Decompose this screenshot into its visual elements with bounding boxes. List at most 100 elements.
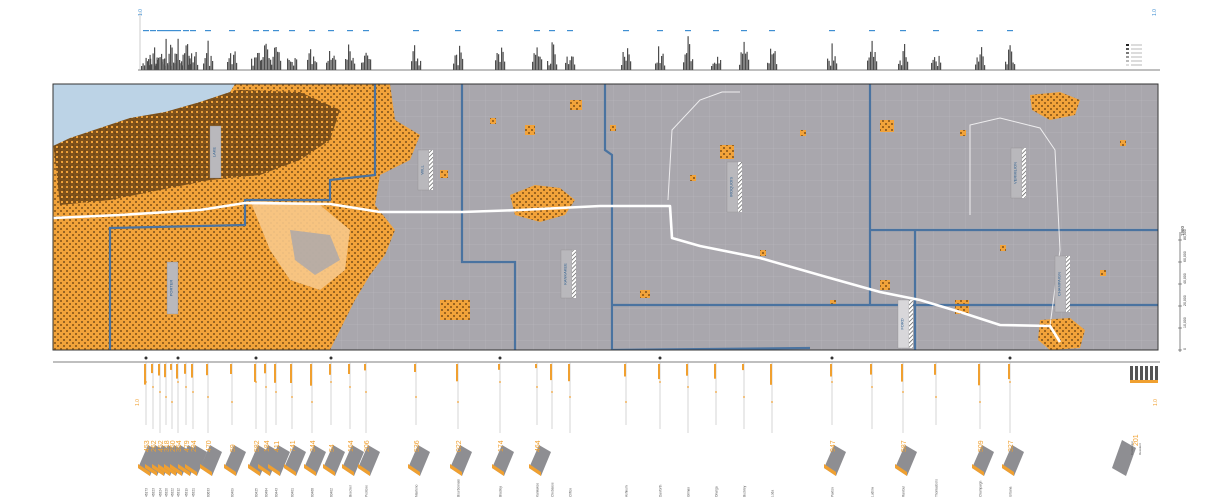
town-value-label: 453 [144, 440, 151, 452]
label-hatch [1066, 256, 1070, 312]
commute-histogram [271, 30, 282, 70]
town-name-label: Onarga [715, 486, 719, 497]
town-volume-glyph [185, 445, 207, 476]
town-name-label: Ludlow [871, 486, 875, 497]
scale-tick-label: 10,000 [1183, 317, 1187, 328]
county-label-lake: LAKE [212, 147, 217, 158]
station-marker [414, 362, 417, 425]
bottom-strip: 1.0 1.0 453 262 452 318 250 354 479 294 470 59 582… [53, 356, 1160, 497]
bottom-scale-label-right: 1.0 [1153, 399, 1159, 406]
town-value-label: 164 [348, 440, 355, 452]
commute-histogram [621, 30, 632, 70]
town-volume-glyph [358, 445, 380, 476]
station-marker [144, 356, 148, 425]
county-label-iroquois: IROQUOIS [729, 177, 734, 197]
open-land-patch [290, 230, 340, 275]
commute-histogram [495, 30, 506, 70]
top-scale-label-right: 1.0 [1152, 9, 1158, 16]
county-label-kankakee: KANKAKEE [563, 263, 568, 285]
town-name-labels: 46173 46323 46324 46320 46322 46312 46319 46321… [145, 479, 1013, 497]
town-name-label: 60401 [291, 488, 295, 497]
commute-histogram [898, 30, 909, 70]
commute-histogram [307, 30, 318, 70]
town-value-label: 536 [414, 440, 421, 452]
commute-histogram [287, 30, 298, 70]
scale-tick-label: 0 [1183, 348, 1187, 350]
sample-key: 201 Commuter Resident [1112, 434, 1142, 476]
town-name-label: Urbana [1009, 486, 1013, 497]
station-marker [151, 362, 154, 429]
town-value-label: 452 [158, 440, 165, 452]
county-line [460, 84, 517, 350]
town-name-label: Buckley [743, 485, 747, 497]
station-marker [329, 356, 333, 425]
county-labels: LAKE PORTER WILL KANKAKEE IROQUOIS FORD … [166, 125, 1070, 349]
commute-histogram [739, 30, 750, 70]
town-name-label: Gilman [687, 487, 691, 497]
town-name-label: Thomasboro [935, 479, 939, 497]
station-marker [830, 356, 834, 425]
town-name-label: 46322 [171, 488, 175, 497]
town-patch [640, 290, 650, 298]
commute-histogram [453, 30, 464, 70]
top-legend-key [1126, 44, 1142, 66]
county-label-ford: FORD [900, 318, 905, 329]
commute-histogram [931, 30, 942, 70]
town-patch [1100, 270, 1106, 276]
scale-ticks: 0 10,000 20,000 40,000 60,000 80,000 [1178, 229, 1187, 351]
commute-histogram [361, 30, 372, 70]
commute-histogram [261, 30, 272, 70]
town-name-label: Rantoul [902, 486, 906, 497]
lake-county-label-box [209, 125, 222, 179]
county-label-vermilion: VERMILION [1013, 162, 1018, 184]
town-patch [800, 130, 806, 136]
town-volume-glyph [529, 445, 551, 476]
land-use-map: LAKE PORTER WILL KANKAKEE IROQUOIS FORD … [52, 83, 1159, 351]
town-patch [960, 130, 966, 136]
town-value-label: 174 [498, 440, 505, 452]
station-marker [164, 362, 167, 425]
commute-histogram [203, 30, 214, 70]
station-marker [568, 362, 571, 433]
town-value-label: 318 [164, 440, 171, 452]
station-marker [310, 362, 313, 433]
town-value-label: 587 [901, 440, 908, 452]
station-markers [144, 356, 1012, 433]
town-name-label: Ashkum [625, 485, 629, 497]
scale-tick-label: 80,000 [1183, 229, 1187, 240]
town-volume-glyph [450, 445, 472, 476]
town-patch [440, 170, 448, 178]
bottom-legend-key [1130, 366, 1158, 383]
town-name-label: Paxton [831, 487, 835, 497]
town-value-label: 741 [290, 440, 297, 452]
commute-histogram [683, 30, 694, 70]
label-hatch [429, 150, 433, 190]
commute-histogram [975, 30, 986, 70]
town-patch [880, 280, 890, 290]
station-marker [274, 362, 277, 425]
station-marker [714, 362, 717, 425]
town-value-label: 509 [978, 440, 985, 452]
town-name-label: 46320 [165, 488, 169, 497]
commute-histogram [565, 30, 576, 70]
legend-year: 1960 [1180, 225, 1185, 236]
kankakee-urban-area [510, 185, 575, 222]
label-hatch [1022, 148, 1026, 198]
town-name-label: 46321 [192, 488, 196, 497]
town-name-label: Kankakee [536, 483, 540, 497]
town-volume-glyph [200, 445, 222, 476]
town-name-label: 46323 [152, 488, 156, 497]
town-name-label: 46324 [159, 488, 163, 497]
town-value-label: 262 [151, 440, 158, 452]
secondary-roads [667, 91, 1061, 327]
commute-histograms [141, 30, 1016, 70]
west-suburbs [53, 225, 110, 350]
town-patch [490, 118, 496, 124]
commute-histogram [547, 30, 558, 70]
town-value-label: 184 [264, 440, 271, 452]
station-marker [170, 362, 173, 429]
town-name-label: Clifton [569, 488, 573, 497]
station-marker [1008, 356, 1012, 433]
county-label-porter: PORTER [169, 280, 174, 297]
town-name-label: 60402 [330, 488, 334, 497]
